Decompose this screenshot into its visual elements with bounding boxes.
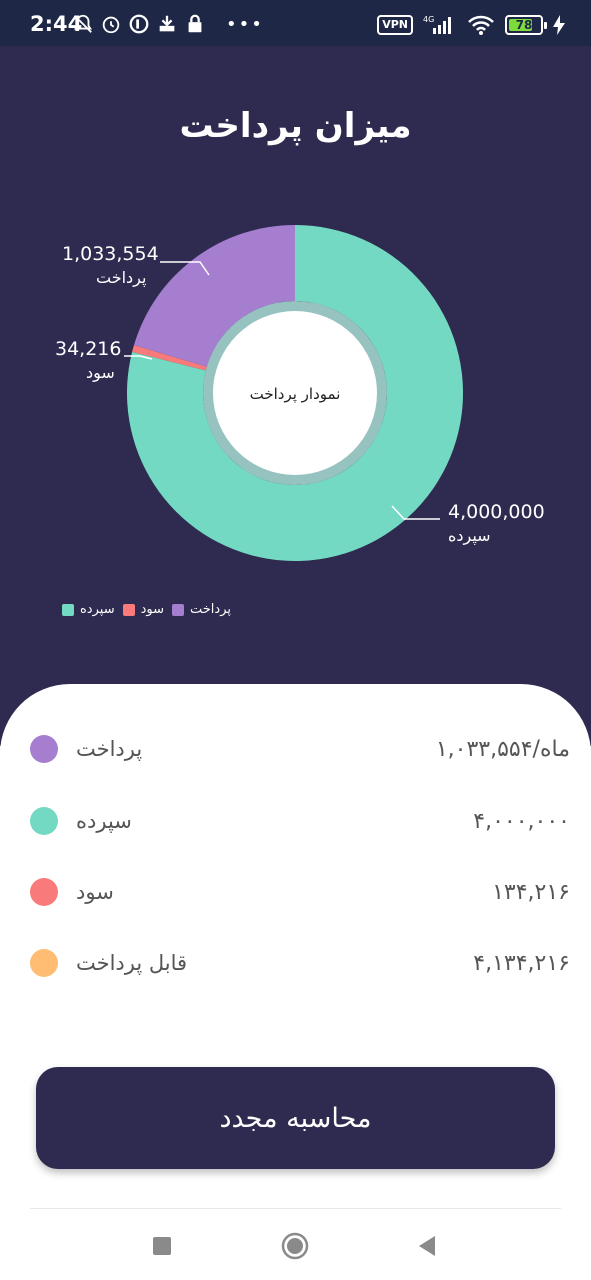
download-icon bbox=[159, 15, 175, 32]
row-value: ۱,۰۳۳,۵۵۴/ماه bbox=[435, 736, 570, 762]
battery-level: 78 bbox=[515, 18, 533, 32]
system-icons: VPN 4G 78 bbox=[377, 12, 565, 38]
callout-name-payment: پرداخت bbox=[96, 268, 147, 287]
chart-legend: سپرده سود پرداخت bbox=[62, 602, 231, 617]
row-label: سود bbox=[76, 880, 114, 904]
callout-line-payment bbox=[160, 261, 210, 276]
navigation-bar bbox=[0, 1220, 591, 1270]
row-label: پرداخت bbox=[76, 737, 143, 761]
alarm-icon bbox=[102, 16, 120, 34]
status-time: 2:44 bbox=[30, 12, 83, 36]
donut-hole bbox=[213, 311, 377, 475]
callout-name-interest: سود bbox=[86, 363, 115, 382]
battery-icon: 78 bbox=[505, 15, 547, 35]
row-color-dot bbox=[30, 735, 58, 763]
lock-icon bbox=[188, 14, 202, 33]
legend-label: سپرده bbox=[80, 602, 115, 617]
callout-line-interest bbox=[124, 355, 153, 360]
recents-icon[interactable] bbox=[148, 1232, 176, 1260]
charging-icon bbox=[553, 15, 565, 35]
row-label: سپرده bbox=[76, 809, 132, 833]
row-value: ۴,۰۰۰,۰۰۰ bbox=[473, 808, 570, 834]
summary-row-interest: سود ۱۳۴,۲۱۶ bbox=[30, 877, 570, 907]
notification-icons: ••• bbox=[72, 12, 264, 36]
page-title: میزان پرداخت bbox=[179, 106, 412, 146]
donut-center-label: نمودار پرداخت bbox=[250, 385, 341, 404]
summary-card bbox=[0, 684, 591, 1280]
vpn-badge: VPN bbox=[377, 15, 413, 35]
row-color-dot bbox=[30, 807, 58, 835]
battery-fill bbox=[509, 19, 533, 31]
back-icon[interactable] bbox=[414, 1232, 442, 1260]
app-icon bbox=[129, 14, 149, 34]
callout-value-deposit: 4,000,000 bbox=[448, 501, 545, 523]
callout-value-interest: 34,216 bbox=[55, 338, 122, 360]
legend-item-interest[interactable]: سود bbox=[122, 602, 164, 617]
legend-item-deposit[interactable]: سپرده bbox=[62, 602, 115, 617]
more-notifications-icon: ••• bbox=[226, 13, 264, 35]
row-color-dot bbox=[30, 878, 58, 906]
callout-value-payment: 1,033,554 bbox=[62, 243, 159, 265]
home-icon[interactable] bbox=[281, 1232, 309, 1260]
wifi-icon bbox=[468, 15, 494, 35]
row-value: ۱۳۴,۲۱۶ bbox=[492, 879, 570, 905]
summary-row-payment: پرداخت ۱,۰۳۳,۵۵۴/ماه bbox=[30, 734, 570, 764]
legend-item-payment[interactable]: پرداخت bbox=[172, 602, 231, 617]
bell-off-icon bbox=[73, 14, 93, 33]
status-bar: 2:44 ••• VPN 4G 78 bbox=[0, 0, 591, 46]
recalculate-button[interactable]: محاسبه مجدد bbox=[36, 1067, 555, 1169]
network-type: 4G bbox=[423, 15, 434, 24]
legend-swatch bbox=[172, 603, 184, 616]
donut-slice-interest[interactable] bbox=[132, 345, 207, 371]
legend-label: پرداخت bbox=[190, 602, 231, 617]
callout-line-deposit bbox=[391, 505, 440, 520]
legend-swatch bbox=[122, 603, 135, 616]
legend-label: سود bbox=[140, 602, 164, 617]
row-label: قابل پرداخت bbox=[76, 951, 188, 975]
row-color-dot bbox=[30, 949, 58, 977]
summary-row-deposit: سپرده ۴,۰۰۰,۰۰۰ bbox=[30, 806, 570, 836]
chart-panel: میزان پرداخت نمودار پرداخت 1,033,554 پرد… bbox=[0, 46, 591, 746]
signal-icon: 4G bbox=[423, 15, 451, 34]
donut-slice-deposit[interactable] bbox=[127, 225, 463, 561]
donut-slice-payment[interactable] bbox=[133, 225, 295, 367]
payment-donut-chart: نمودار پرداخت bbox=[124, 225, 463, 561]
row-value: ۴,۱۳۴,۲۱۶ bbox=[473, 950, 570, 976]
callout-name-deposit: سپرده bbox=[448, 526, 491, 545]
nav-divider bbox=[30, 1208, 561, 1209]
legend-swatch bbox=[62, 603, 74, 616]
summary-row-total: قابل پرداخت ۴,۱۳۴,۲۱۶ bbox=[30, 948, 570, 978]
